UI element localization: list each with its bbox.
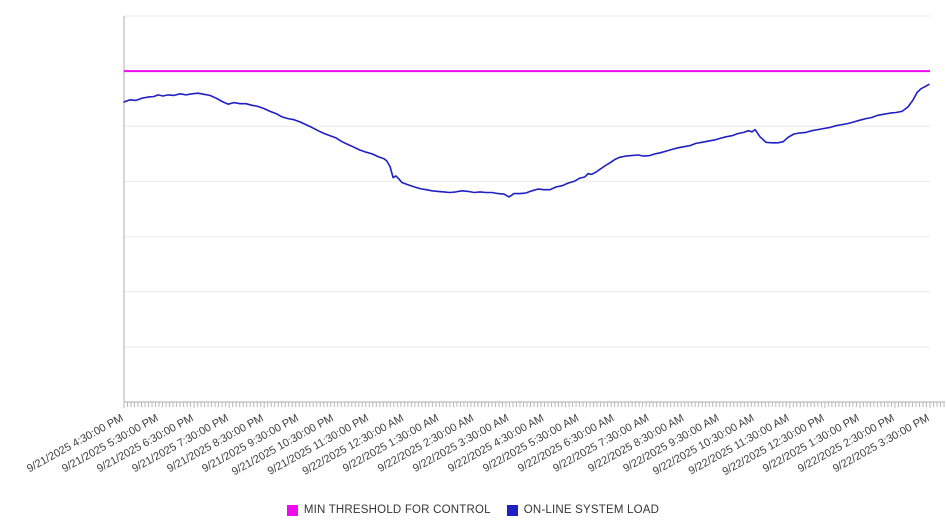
chart-legend: MIN THRESHOLD FOR CONTROL ON-LINE SYSTEM… [0,504,946,516]
axes [123,16,945,407]
legend-label-min-threshold: MIN THRESHOLD FOR CONTROL [303,504,491,516]
series-swatch-icon [506,504,518,516]
legend-label-online-system-load: ON-LINE SYSTEM LOAD [523,504,660,516]
legend-item-min-threshold[interactable]: MIN THRESHOLD FOR CONTROL [286,504,491,516]
threshold-swatch-icon [286,504,298,516]
legend-item-online-system-load[interactable]: ON-LINE SYSTEM LOAD [506,504,660,516]
gridlines [124,15,930,348]
x-axis-labels: 9/21/2025 4:30:00 PM9/21/2025 5:30:00 PM… [25,412,931,478]
x-axis-minor-ticks [123,402,945,408]
series-line-online-system-load [123,83,930,198]
